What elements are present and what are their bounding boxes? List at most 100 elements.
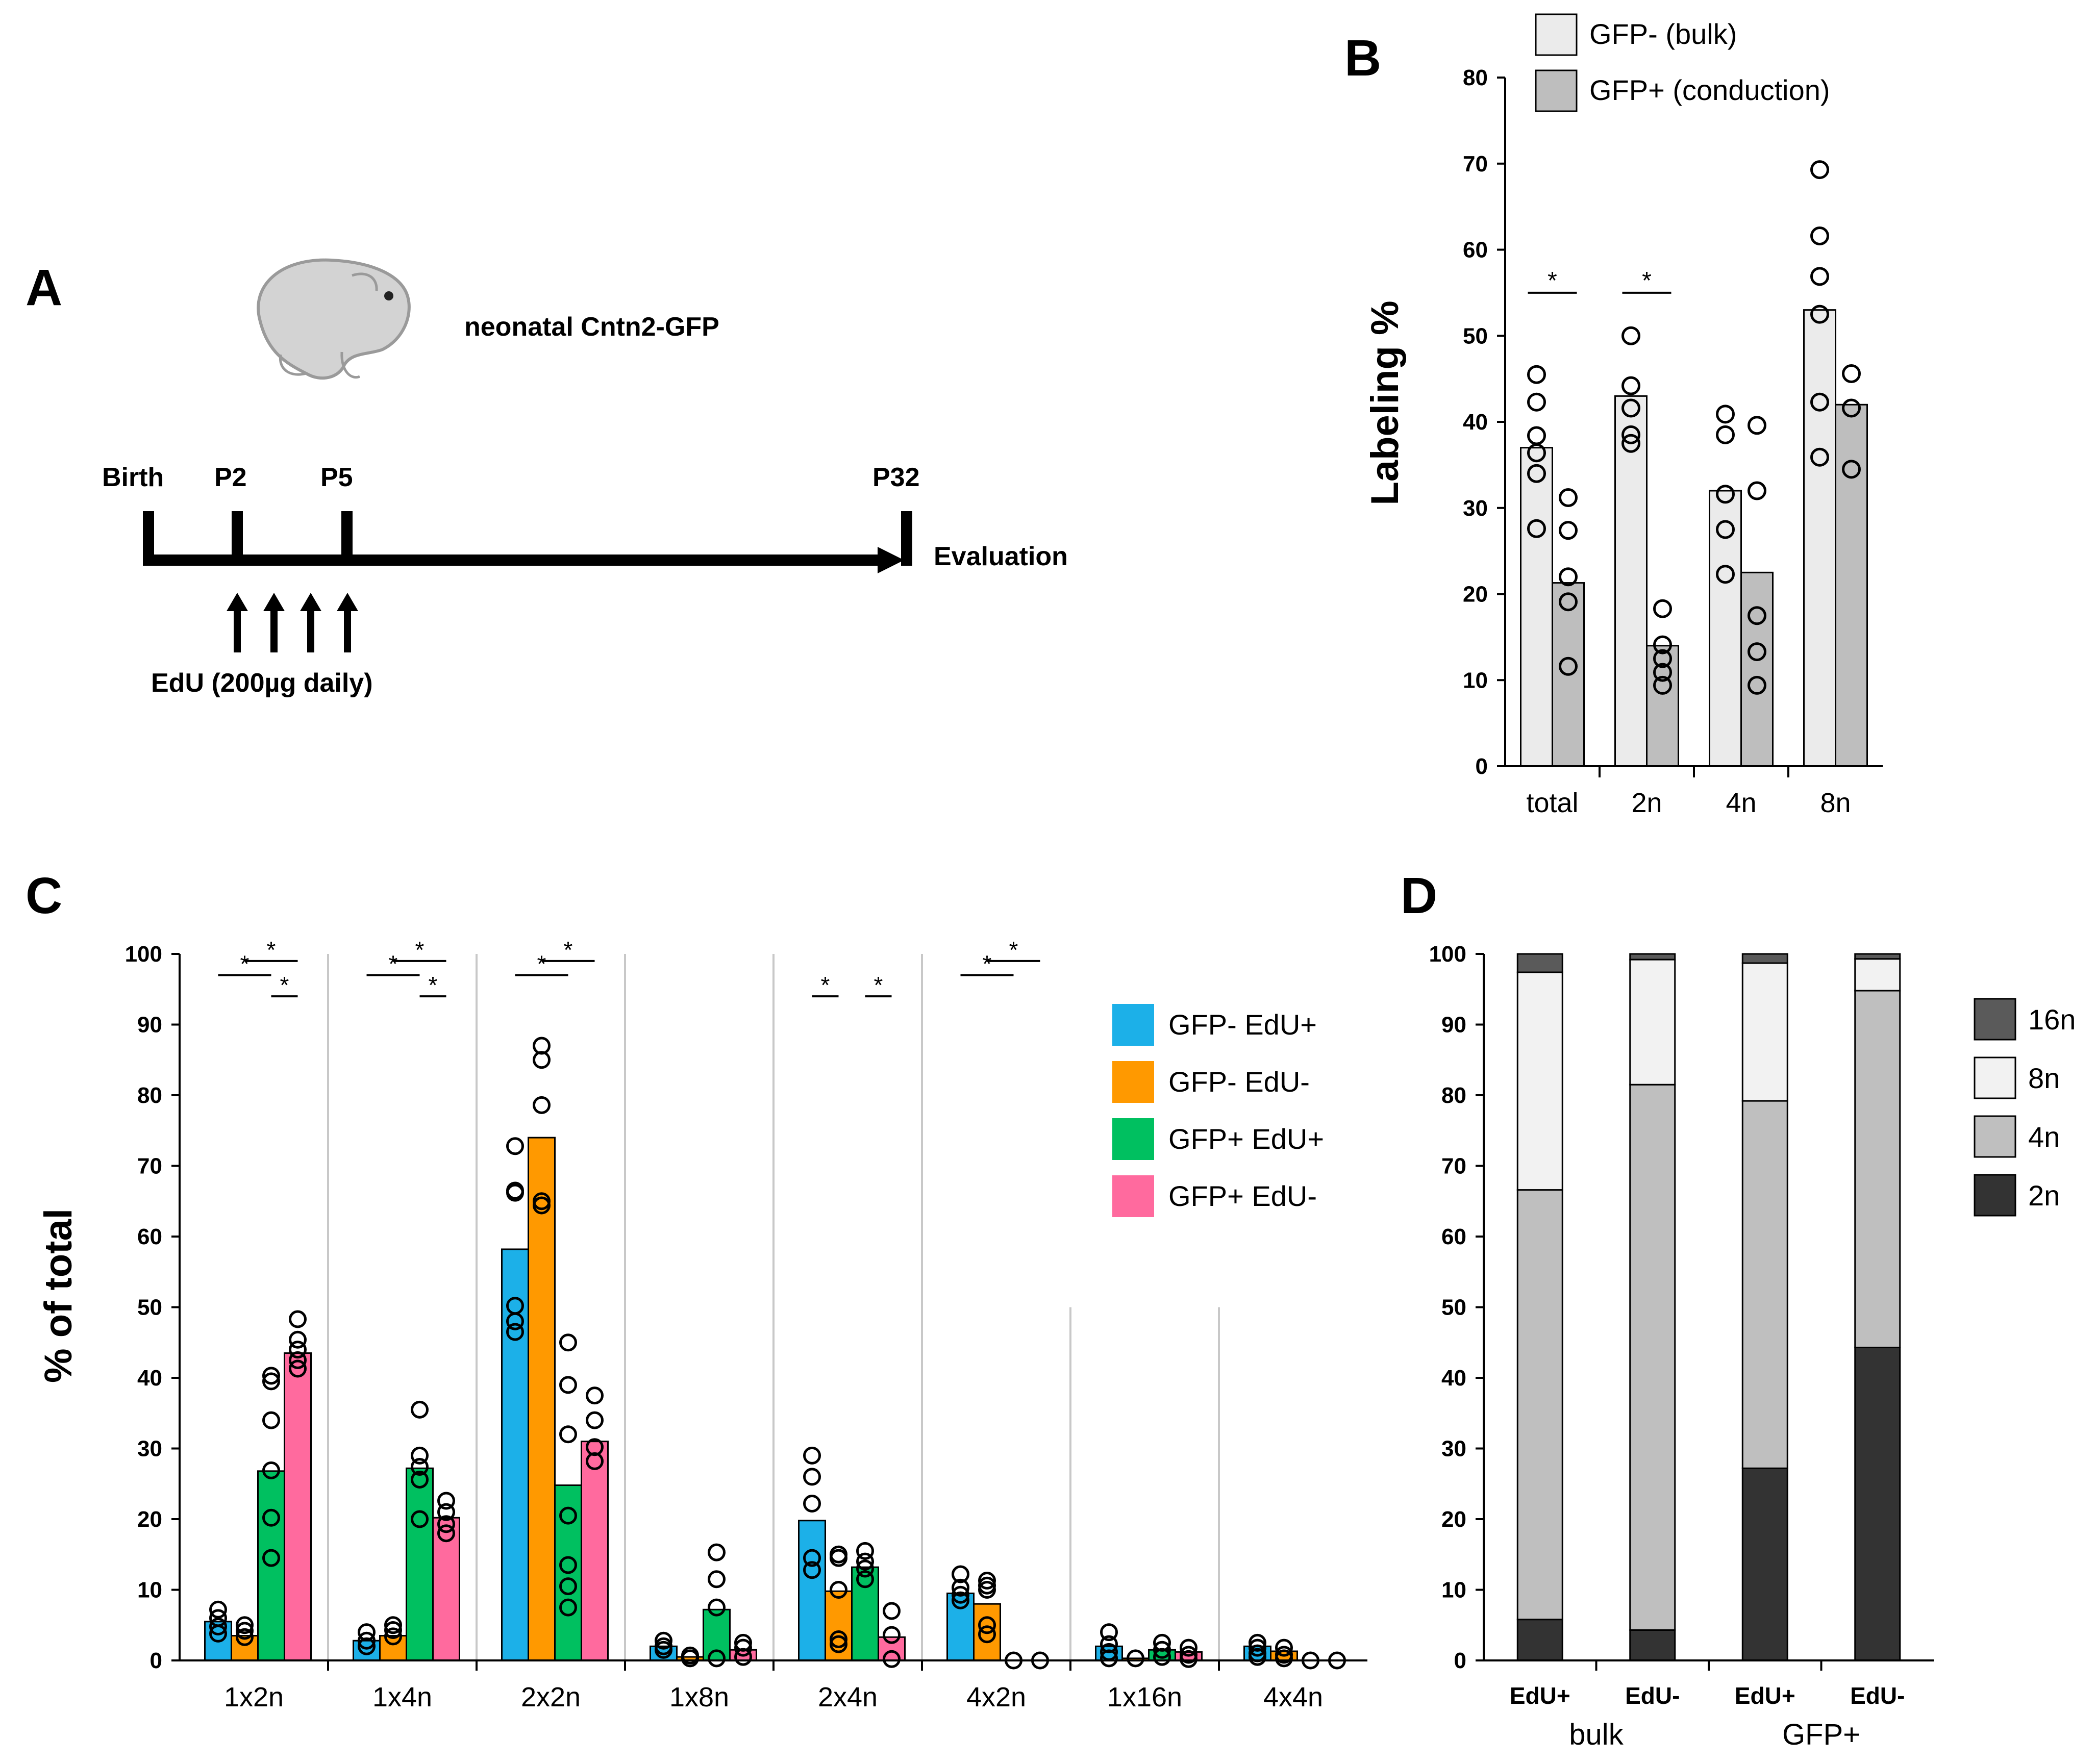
panel-b-significance-star: * bbox=[1642, 267, 1652, 294]
panel-c-bar bbox=[353, 1640, 381, 1661]
panel-c-significance-star: * bbox=[564, 937, 573, 963]
panel-d-bar-segment bbox=[1854, 990, 1901, 1348]
panel-c-data-point bbox=[883, 1602, 901, 1620]
panel-c-data-point bbox=[978, 1616, 996, 1634]
panel-c-data-point bbox=[655, 1631, 672, 1650]
panel-c-y-tick-label: 90 bbox=[137, 1013, 162, 1038]
panel-b-data-point bbox=[1527, 426, 1546, 445]
panel-c-data-point bbox=[1275, 1639, 1293, 1657]
panel-c-data-point bbox=[708, 1649, 726, 1668]
timeline-axis bbox=[143, 511, 912, 566]
panel-c-x-label: 2x4n bbox=[818, 1682, 878, 1712]
panel-b-data-point bbox=[1527, 365, 1546, 384]
panel-c-x-label: 4x4n bbox=[1263, 1682, 1323, 1712]
panel-c-data-point bbox=[830, 1630, 847, 1648]
panel-d-bar-segment bbox=[1854, 953, 1901, 960]
panel-b-bar bbox=[1740, 571, 1774, 767]
panel-b-bar bbox=[1803, 309, 1836, 767]
panel-d-bar-segment bbox=[1516, 1619, 1563, 1661]
panel-c-data-point bbox=[289, 1310, 307, 1328]
panel-d-bar-segment bbox=[1629, 959, 1676, 1086]
panel-c-significance-star: * bbox=[1009, 937, 1018, 963]
panel-c-data-point bbox=[734, 1639, 752, 1657]
panel-c-data-point bbox=[411, 1470, 429, 1489]
panel-c-data-point bbox=[559, 1333, 577, 1352]
panel-d-axes: 0 10 20 30 40 50 60 70 80 90 100 EdU+ EdU- EdU+ EdU-bu… bbox=[1429, 942, 1934, 1751]
panel-c-data-point bbox=[1100, 1623, 1118, 1642]
panel-c-legend-swatch bbox=[1112, 1061, 1154, 1103]
panel-b-legend-label: GFP+ (conduction) bbox=[1589, 74, 1830, 106]
panel-b-legend-label: GFP- (bulk) bbox=[1589, 18, 1737, 50]
panel-b-data-point bbox=[1810, 447, 1829, 467]
panel-c-bar bbox=[851, 1566, 879, 1661]
panel-b-y-tick-label: 20 bbox=[1463, 582, 1488, 607]
panel-d-y-tick-label: 80 bbox=[1441, 1083, 1466, 1108]
panel-a: A neonatal Cntn2-GFP Birth P2 P5 P32 Eva… bbox=[26, 258, 1068, 698]
panel-c-bar bbox=[501, 1248, 529, 1661]
panel-b-y-tick-label: 50 bbox=[1463, 323, 1488, 348]
mouse-pup-icon bbox=[257, 258, 411, 380]
panel-b-y-tick-label: 40 bbox=[1463, 410, 1488, 435]
panel-c-data-point bbox=[856, 1552, 874, 1571]
panel-c-data-point bbox=[437, 1503, 455, 1521]
panel-b-x-label: 2n bbox=[1631, 788, 1662, 818]
panel-d-bars bbox=[1516, 953, 1901, 1661]
panel-d-legend-swatch bbox=[1974, 1056, 2016, 1099]
panel-c-data-point bbox=[506, 1323, 524, 1341]
panel-c-y-tick-label: 30 bbox=[137, 1437, 162, 1461]
panel-b-data-point bbox=[1621, 425, 1640, 444]
panel-c-y-title: % of total bbox=[37, 1208, 80, 1383]
panel-d-legend-label: 16n bbox=[2028, 1003, 2076, 1036]
panel-c-data-point bbox=[856, 1559, 874, 1578]
panel-b-data-point bbox=[1653, 649, 1672, 668]
panel-c-data-point bbox=[384, 1621, 402, 1639]
panel-c-data-point bbox=[586, 1387, 604, 1405]
panel-c-data-point bbox=[262, 1549, 280, 1567]
panel-d-y-tick-label: 40 bbox=[1441, 1366, 1466, 1391]
panel-b-data-point bbox=[1748, 481, 1766, 500]
panel-c-significance-star: * bbox=[429, 972, 438, 998]
panel-c-data-point bbox=[952, 1585, 969, 1604]
panel-b-bar bbox=[1646, 645, 1679, 767]
panel-b-bar bbox=[1709, 490, 1742, 767]
panel-c-letter: C bbox=[26, 867, 62, 924]
panel-c-legend-label: GFP+ EdU+ bbox=[1168, 1123, 1324, 1155]
panel-b-data-point bbox=[1559, 567, 1578, 587]
panel-d-legend-swatch bbox=[1974, 1115, 2016, 1158]
panel-c-legend-label: GFP- EdU- bbox=[1168, 1066, 1310, 1098]
panel-b-legend-swatch bbox=[1535, 69, 1578, 112]
panel-c-bar bbox=[406, 1467, 434, 1661]
panel-b-data-point bbox=[1810, 267, 1829, 286]
panel-b-data-point bbox=[1810, 160, 1829, 180]
panel-c-data-point bbox=[262, 1461, 280, 1479]
panel-b-bar bbox=[1520, 447, 1553, 767]
panel-c-data-point bbox=[559, 1556, 577, 1574]
panel-d-y-tick-label: 50 bbox=[1441, 1295, 1466, 1320]
panel-d-chart: 0 10 20 30 40 50 60 70 80 90 100 EdU+ EdU- EdU+ EdU-bu… bbox=[1429, 942, 2076, 1751]
mouse-strain-label: neonatal Cntn2-GFP bbox=[464, 312, 719, 342]
panel-c-y-tick-label: 80 bbox=[137, 1083, 162, 1108]
panel-b-data-point bbox=[1716, 565, 1735, 584]
panel-d-y-tick-label: 20 bbox=[1441, 1507, 1466, 1532]
panel-c-data-point bbox=[978, 1625, 996, 1644]
panel-c-data-point bbox=[358, 1637, 376, 1655]
injection-arrow bbox=[337, 593, 358, 652]
panel-c-data-point bbox=[1153, 1641, 1171, 1659]
timeline-label-birth: Birth bbox=[102, 463, 164, 492]
panel-c-data-point bbox=[708, 1598, 726, 1617]
panel-b-y-tick-label: 10 bbox=[1463, 668, 1488, 693]
panel-c-significance-star: * bbox=[280, 972, 289, 998]
panel-c-significance-star: * bbox=[415, 937, 425, 963]
panel-c-data-point bbox=[262, 1411, 280, 1429]
panel-c-y-tick-label: 20 bbox=[137, 1507, 162, 1532]
panel-d-legend-label: 4n bbox=[2028, 1121, 2060, 1153]
panel-c-data-point bbox=[734, 1648, 752, 1666]
panel-c-bar bbox=[798, 1520, 826, 1661]
panel-b-x-label: 4n bbox=[1726, 788, 1756, 818]
panel-c-data-point bbox=[952, 1578, 969, 1597]
panel-c-x-label: 4x2n bbox=[966, 1682, 1026, 1712]
panel-b-data-point bbox=[1559, 488, 1578, 507]
panel-c-data-point bbox=[1180, 1650, 1197, 1668]
panel-c-data-point bbox=[209, 1624, 227, 1643]
